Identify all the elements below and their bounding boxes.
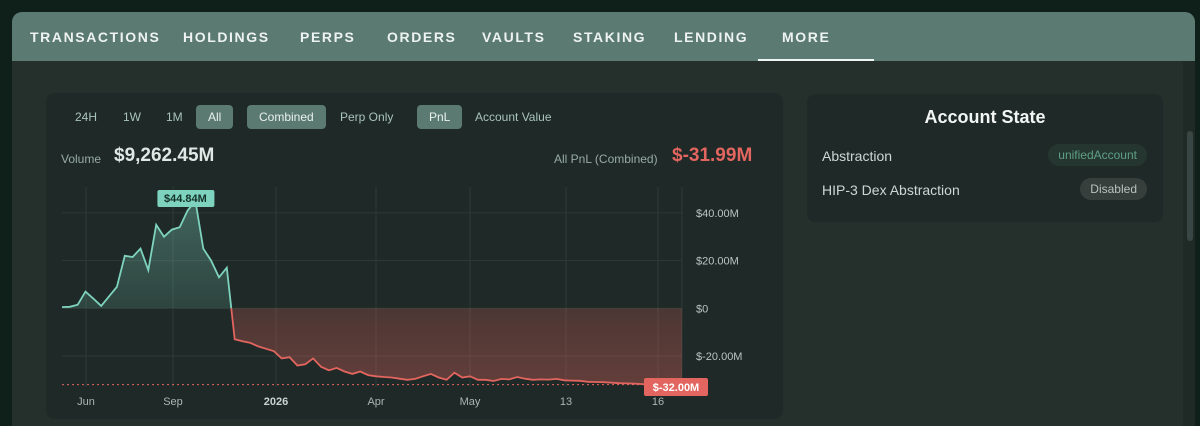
- pnl-label: All PnL (Combined): [554, 152, 658, 166]
- x-tick-label: 2026: [264, 396, 288, 408]
- portfolio-panel: TRANSACTIONS HOLDINGS PERPS ORDERS VAULTS STA…: [12, 12, 1195, 426]
- y-tick-label: $40.00M: [696, 208, 739, 220]
- tab-more[interactable]: MORE: [757, 12, 876, 61]
- max-value-badge: [157, 190, 215, 207]
- x-tick-label: Sep: [163, 396, 183, 408]
- account-state-title: Account State: [924, 107, 1046, 127]
- mode-perp-only-button[interactable]: Perp Only: [340, 110, 394, 124]
- tab-lending[interactable]: LENDING: [674, 28, 749, 45]
- scrollbar-thumb[interactable]: [1187, 131, 1193, 241]
- tab-perps[interactable]: PERPS: [300, 28, 356, 45]
- pnl-value: $-31.99M: [672, 145, 753, 166]
- volume-value: $9,262.45M: [114, 145, 215, 166]
- x-tick-label: Apr: [367, 396, 384, 408]
- x-tick-label: May: [460, 396, 481, 408]
- x-tick-label: Jun: [77, 396, 95, 408]
- hip3-dex-abstraction-badge: Disabled: [1080, 178, 1147, 200]
- timeframe-24h-button[interactable]: 24H: [75, 110, 98, 124]
- pnl-chart-card: 24H 1W 1M All Combined Perp Only PnL Acc…: [46, 93, 783, 419]
- abstraction-label: Abstraction: [822, 148, 893, 164]
- tab-orders[interactable]: ORDERS: [387, 28, 457, 45]
- pnl-line-positive: [61, 198, 233, 309]
- abstraction-badge: unifiedAccount: [1048, 144, 1147, 166]
- last-value-label: $-32.00M: [653, 382, 699, 394]
- tab-vaults[interactable]: VAULTS: [482, 28, 546, 45]
- volume-label: Volume: [61, 152, 102, 166]
- metric-account-value-button[interactable]: Account Value: [475, 110, 552, 124]
- y-tick-label: $20.00M: [696, 256, 739, 268]
- pnl-area-negative: [231, 308, 682, 385]
- timeframe-all-button[interactable]: All: [196, 105, 234, 129]
- timeframe-1m-button[interactable]: 1M: [166, 110, 183, 124]
- tab-holdings[interactable]: HOLDINGS: [183, 28, 270, 45]
- tab-transactions[interactable]: TRANSACTIONS: [30, 28, 161, 45]
- x-tick-label: 13: [560, 396, 572, 408]
- max-value-label: $44.84M: [164, 193, 207, 205]
- last-value-badge: [644, 378, 708, 396]
- hip3-dex-abstraction-label: HIP-3 Dex Abstraction: [822, 182, 960, 198]
- metric-pnl-button[interactable]: PnL: [417, 105, 463, 129]
- mode-combined-button[interactable]: Combined: [247, 105, 326, 129]
- y-tick-label: $-20.00M: [696, 351, 742, 363]
- timeframe-1w-button[interactable]: 1W: [123, 110, 141, 124]
- pnl-area-positive: [62, 200, 682, 309]
- x-tick-label: 16: [652, 396, 664, 408]
- y-tick-label: $0: [696, 303, 708, 315]
- tab-staking[interactable]: STAKING: [573, 28, 647, 45]
- page-scrollbar[interactable]: [1183, 61, 1195, 426]
- pnl-line-negative: [230, 308, 682, 386]
- account-state-card: Account State Abstraction unifiedAccount…: [807, 94, 1163, 222]
- pnl-chart[interactable]: $40.00M $20.00M $0 $-20.00M Jun Sep 2026 Apr May…: [46, 93, 783, 419]
- tab-bar: TRANSACTIONS HOLDINGS PERPS ORDERS VAULTS STA…: [12, 12, 1195, 61]
